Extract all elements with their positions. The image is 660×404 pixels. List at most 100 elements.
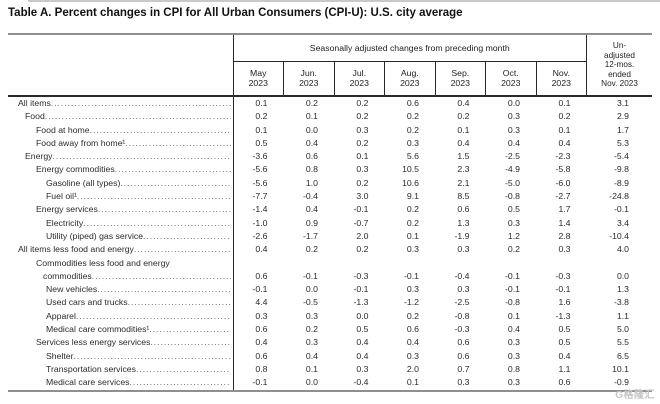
value-cell-aug: 0.2: [406, 204, 419, 215]
value-cell-jul: 0.3: [356, 124, 369, 135]
value-cell-jun: -0.5: [303, 297, 318, 308]
value-cell-aug: 0.3: [406, 137, 419, 148]
table-row: Commodities less food and energy commodi…: [8, 256, 652, 284]
row-stub: Shelter: [8, 349, 234, 363]
value-cell-may: 0.4: [255, 244, 268, 255]
value-cell-may: 0.6: [255, 324, 268, 335]
value-cell-jun: 1.0: [305, 177, 318, 188]
row-label: Services less energy services: [36, 337, 151, 348]
value-cell-sep: -0.3: [454, 324, 470, 335]
value-cell-jul: -0.7: [353, 217, 369, 228]
value-cell-nov: 1.1: [558, 363, 571, 374]
value-cell-oct: 0.8: [507, 363, 520, 374]
row-label: Transportation services: [46, 363, 136, 374]
row-stub: Gasoline (all types): [8, 176, 234, 191]
row-label: Food at home: [36, 124, 90, 135]
row-label: Energy: [25, 151, 53, 162]
value-cell-oct: 0.4: [507, 324, 520, 335]
value-cell-aug: 0.3: [406, 284, 419, 295]
value-cell-nov: -5.8: [555, 164, 571, 175]
seasonally-adjusted-header: Seasonally adjusted changes from precedi…: [232, 34, 588, 62]
watermark-logo: G格隆汇: [615, 390, 655, 401]
value-cell-nov: 0.4: [558, 137, 571, 148]
month-header-jun: Jun. 2023: [283, 61, 334, 97]
value-cell-aug: 10.6: [402, 177, 419, 188]
value-cell-jun: 0.1: [305, 111, 318, 122]
dot-leader: [90, 124, 231, 137]
value-cell-jun: 0.4: [305, 137, 318, 148]
month-header-aug: Aug. 2023: [384, 61, 435, 97]
table-row: Fuel oil¹ -7.7 -0.4 3.0 9.1 8.5 -0.8 -2.…: [8, 190, 652, 204]
value-cell-nov: 1.6: [558, 297, 571, 308]
row-label: Food: [25, 111, 45, 122]
value-cell-jun: 0.3: [305, 310, 318, 321]
stub-header: [8, 34, 233, 97]
table-row: All items 0.1 0.2 0.2 0.6 0.4 0.0 0.1 3.…: [8, 96, 652, 111]
value-cell-12mo: 0.0: [616, 270, 630, 281]
row-label-line: Gasoline (all types): [8, 177, 231, 190]
row-label: Electricity: [46, 217, 84, 228]
row-label: Gasoline (all types): [46, 177, 121, 188]
value-cell-jul: 0.2: [356, 137, 369, 148]
value-cell-jul: 0.4: [356, 337, 369, 348]
table-row: Shelter 0.6 0.4 0.4 0.3 0.6 0.3 0.4 6.5: [8, 349, 652, 363]
value-cell-may: 0.1: [255, 124, 268, 135]
value-cell-12mo: 1.1: [616, 310, 630, 321]
row-label2: commodities: [43, 270, 92, 281]
table-body: All items 0.1 0.2 0.2 0.6 0.4 0.0 0.1 3.…: [8, 96, 652, 391]
value-cell-12mo: -0.9: [614, 377, 630, 388]
value-cell-sep: 2.1: [457, 177, 470, 188]
value-cell-may: -0.1: [252, 377, 268, 388]
value-cell-nov: 0.6: [558, 377, 571, 388]
value-cell-oct: -0.8: [505, 191, 520, 202]
value-cell-oct: -4.9: [505, 164, 520, 175]
value-cell-may: 0.1: [255, 98, 268, 108]
value-cell-oct: 0.3: [507, 124, 520, 135]
table-row: Energy services -1.4 0.4 -0.1 0.2 0.6 0.…: [8, 203, 652, 217]
value-cell-may: -0.1: [252, 284, 268, 295]
value-cell-jul: 0.3: [356, 164, 369, 175]
value-cell-jul: 0.5: [356, 324, 369, 335]
value-cell-oct: 0.3: [507, 350, 520, 361]
value-cell-nov: 0.4: [558, 350, 571, 361]
value-cell-sep: 8.5: [457, 191, 470, 202]
value-cell-12mo: -10.4: [609, 230, 630, 241]
value-cell-jul: -0.1: [353, 284, 369, 295]
month-header-sep: Sep. 2023: [434, 61, 486, 97]
value-cell-aug: 10.5: [402, 164, 419, 175]
value-cell-sep: 0.2: [457, 111, 470, 122]
value-cell-nov: 0.2: [558, 111, 571, 122]
value-cell-nov: 2.8: [558, 230, 571, 241]
dot-leader: [128, 296, 231, 309]
value-cell-nov: 1.4: [558, 217, 571, 228]
value-cell-nov: 1.7: [558, 204, 571, 215]
value-cell-nov: -6.0: [555, 177, 571, 188]
value-cell-jun: 0.0: [305, 284, 318, 295]
value-cell-jun: 0.0: [305, 377, 318, 388]
value-cell-jul: -1.3: [353, 297, 369, 308]
value-cell-jul: -0.4: [353, 377, 369, 388]
value-cell-jun: 0.0: [305, 124, 318, 135]
dot-leader: [130, 376, 231, 389]
value-cell-aug: 0.4: [406, 337, 419, 348]
dot-leader: [150, 336, 230, 349]
value-cell-may: -3.6: [252, 151, 268, 162]
row-label2-line: commodities: [8, 270, 231, 283]
value-cell-aug: 0.1: [406, 230, 419, 241]
value-cell-sep: -1.9: [454, 230, 470, 241]
value-cell-sep: 0.3: [457, 284, 470, 295]
table-row: Services less energy services 0.4 0.3 0.…: [8, 336, 652, 350]
value-cell-sep: 0.6: [457, 337, 470, 348]
value-cell-jul: 2.0: [356, 230, 369, 241]
value-cell-nov: -0.3: [555, 270, 571, 281]
value-cell-12mo: 10.1: [612, 363, 630, 374]
value-cell-jun: 0.6: [305, 151, 318, 162]
month-header-jul: Jul. 2023: [333, 61, 385, 97]
value-cell-12mo: 5.5: [616, 337, 630, 348]
value-cell-aug: -1.2: [404, 297, 419, 308]
dot-leader: [115, 163, 231, 176]
row-stub: Energy: [8, 150, 234, 164]
value-cell-aug: 0.1: [406, 377, 419, 388]
value-cell-jul: -0.3: [353, 270, 369, 281]
row-stub: Utility (piped) gas service: [8, 229, 234, 244]
